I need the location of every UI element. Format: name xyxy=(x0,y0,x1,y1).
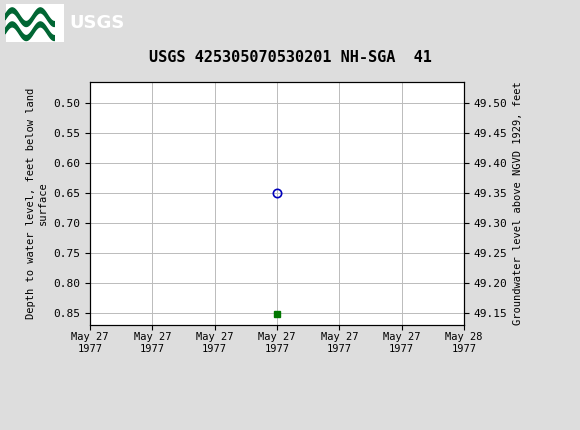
Y-axis label: Depth to water level, feet below land
surface: Depth to water level, feet below land su… xyxy=(26,88,48,319)
Y-axis label: Groundwater level above NGVD 1929, feet: Groundwater level above NGVD 1929, feet xyxy=(513,81,523,325)
Text: USGS 425305070530201 NH-SGA  41: USGS 425305070530201 NH-SGA 41 xyxy=(148,49,432,64)
FancyBboxPatch shape xyxy=(6,3,64,42)
Text: USGS: USGS xyxy=(70,14,125,31)
